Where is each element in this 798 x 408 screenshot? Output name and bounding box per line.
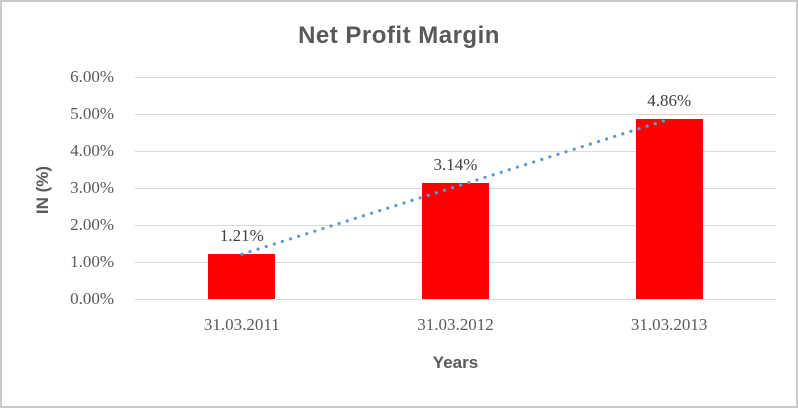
x-tick-label: 31.03.2012 — [417, 315, 494, 334]
bar-data-label: 3.14% — [433, 154, 478, 174]
bar-31.03.2013 — [635, 119, 703, 299]
gridline — [135, 113, 776, 115]
y-tick-label: 6.00% — [70, 67, 114, 86]
bar-data-label: 4.86% — [647, 91, 692, 111]
x-tick-label: 31.03.2013 — [630, 315, 708, 334]
gridline — [135, 298, 776, 300]
y-tick-label: 1.00% — [70, 252, 114, 271]
bar-31.03.2011 — [208, 254, 276, 299]
bar-31.03.2012 — [422, 182, 489, 299]
y-tick-label: 4.00% — [70, 141, 114, 160]
x-axis-title: Years — [432, 353, 479, 372]
gridline — [135, 76, 776, 78]
bar-data-label: 1.21% — [219, 226, 264, 246]
chart-title: Net Profit Margin — [298, 22, 500, 49]
y-tick-label: 2.00% — [70, 215, 114, 234]
y-tick-label: 3.00% — [70, 178, 114, 197]
y-tick-label: 5.00% — [70, 104, 114, 123]
x-tick-label: 31.03.2011 — [203, 315, 280, 334]
y-tick-label: 0.00% — [70, 289, 114, 308]
